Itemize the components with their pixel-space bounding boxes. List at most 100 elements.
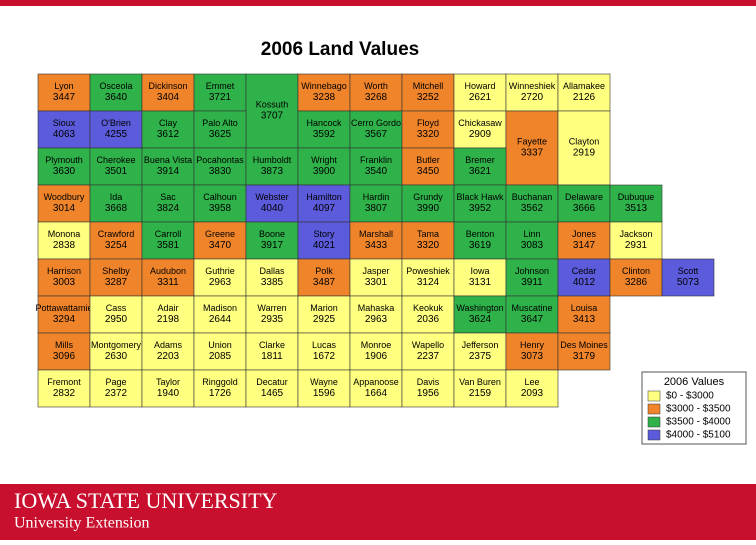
county-value: 3413 [573,314,596,325]
map-title: 2006 Land Values [261,39,419,60]
county [609,184,663,223]
county-value: 1940 [157,388,180,399]
county-name: Fremont [47,377,81,387]
county-name: Wright [311,155,337,165]
county-name: Audubon [150,266,186,276]
county-value: 1672 [313,351,336,362]
county [89,369,143,408]
county-value: 3513 [625,203,648,214]
top-band [0,0,756,6]
county [193,147,247,186]
county-name: Worth [364,81,388,91]
county-value: 3014 [53,203,76,214]
county-name: Marion [310,303,338,313]
county-name: Pottawattamie [35,303,92,313]
county [245,295,299,334]
county-name: Kossuth [256,99,289,109]
county-value: 3666 [573,203,596,214]
county [193,332,247,371]
county [505,369,559,408]
county [557,295,611,334]
county-name: Woodbury [44,192,85,202]
county-name: Davis [417,377,440,387]
county [89,110,143,149]
county-name: Story [313,229,335,239]
county-value: 2963 [209,277,232,288]
county-name: Floyd [417,118,439,128]
county-name: Emmet [206,81,235,91]
county-name: Howard [464,81,495,91]
county [89,332,143,371]
county-value: 2036 [417,314,440,325]
county [37,369,91,408]
county-name: Sioux [53,118,76,128]
county-name: Dickinson [148,81,187,91]
county [401,147,455,186]
county-value: 4021 [313,240,336,251]
county-value: 2126 [573,92,596,103]
county-name: Montgomery [91,340,142,350]
county-value: 1906 [365,351,388,362]
county-value: 3540 [365,166,388,177]
county-name: Plymouth [45,155,83,165]
county-value: 3914 [157,166,180,177]
county-name: Black Hawk [456,192,504,202]
county [141,73,195,112]
county-name: Linn [523,229,540,239]
county [505,221,559,260]
county-name: Mitchell [413,81,444,91]
county [89,295,143,334]
county-value: 3640 [105,92,128,103]
county-name: Poweshiek [406,266,450,276]
county-value: 3385 [261,277,284,288]
county-value: 5073 [677,277,700,288]
county-name: O'Brien [101,118,131,128]
county-name: Humboldt [253,155,292,165]
county-value: 3911 [521,277,543,288]
county [89,73,143,112]
county [557,184,611,223]
county [609,221,663,260]
county-value: 3287 [105,277,128,288]
county [401,258,455,297]
county-name: Crawford [98,229,135,239]
county-value: 2935 [261,314,284,325]
county-name: Buchanan [512,192,553,202]
county [453,258,507,297]
legend-label: $3000 - $3500 [666,404,731,415]
county [609,258,663,297]
county-name: Ringgold [202,377,238,387]
county-name: Cherokee [96,155,135,165]
county [37,221,91,260]
county [349,369,403,408]
county-name: Hamilton [306,192,342,202]
county-value: 3668 [105,203,128,214]
county [453,295,507,334]
county-value: 3301 [365,277,388,288]
county-name: Johnson [515,266,549,276]
county-name: Guthrie [205,266,235,276]
county-name: Jackson [619,229,652,239]
county-name: Lyon [54,81,73,91]
county-name: Palo Alto [202,118,238,128]
county-value: 1811 [261,351,283,362]
county-name: Winnebago [301,81,347,91]
county [193,110,247,149]
county-name: Dallas [259,266,285,276]
county-value: 3083 [521,240,544,251]
county-value: 3501 [105,166,128,177]
county-value: 3900 [313,166,336,177]
county-name: Monona [48,229,81,239]
county-name: Madison [203,303,237,313]
county-value: 4097 [313,203,336,214]
county [193,369,247,408]
county [141,369,195,408]
county-value: 3581 [157,240,180,251]
county-value: 2372 [105,388,128,399]
county [505,258,559,297]
county-name: Marshall [359,229,393,239]
legend-swatch [647,390,661,402]
county-value: 2198 [157,314,180,325]
footer-university: IOWA STATE UNIVERSITY [14,488,278,513]
county-name: Boone [259,229,285,239]
